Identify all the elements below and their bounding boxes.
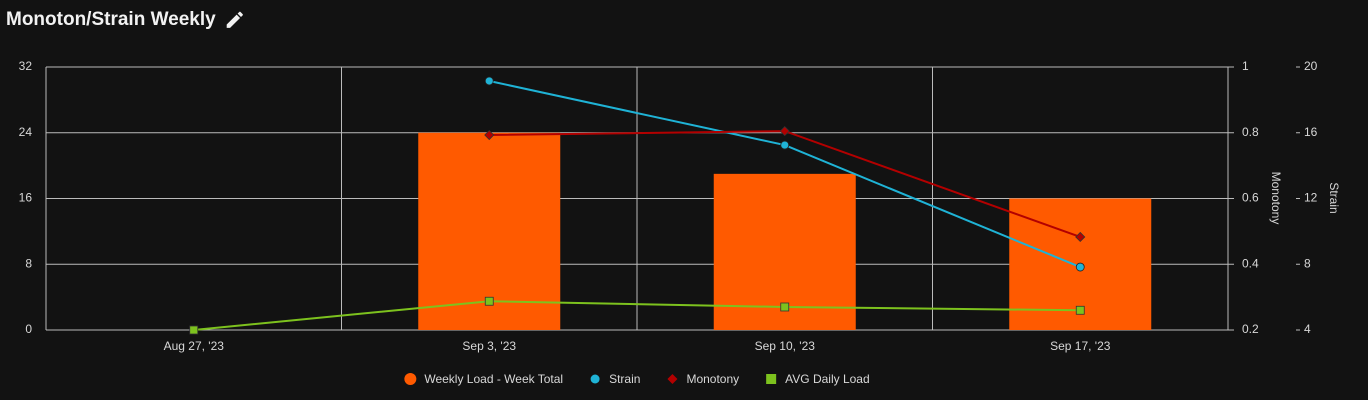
- legend-marker: [766, 374, 777, 384]
- point: [1075, 231, 1086, 243]
- legend-marker: [404, 373, 417, 385]
- line: [193, 300, 1081, 331]
- point: [189, 325, 199, 335]
- y-tick-label: 8: [25, 256, 32, 270]
- y2-tick-label: 0.2: [1242, 322, 1259, 336]
- point: [779, 126, 790, 137]
- y-tick-label: 16: [19, 191, 33, 205]
- x-tick-label: Aug 27, '23: [164, 339, 225, 353]
- legend: Weekly Load - Week Total Strain Monotony AV…: [404, 372, 870, 386]
- x-tick-label: Sep 10, '23: [755, 339, 816, 353]
- y2-tick-label: 0.8: [1242, 125, 1259, 139]
- y2-tick-label: 1: [1242, 59, 1249, 73]
- x-tick-label: Sep 3, '23: [462, 339, 516, 353]
- x-tick-label: Sep 17, '23: [1050, 339, 1111, 353]
- y3-tick-label: 12: [1304, 191, 1318, 205]
- point: [780, 140, 790, 150]
- legend-label: Strain: [609, 372, 640, 386]
- y-tick-label: 0: [25, 322, 32, 336]
- y-tick-label: 32: [19, 59, 33, 73]
- y3-tick-label: 20: [1304, 59, 1318, 73]
- y2-axis-title: Monotony: [1269, 172, 1283, 225]
- legend-marker: [590, 374, 600, 384]
- point: [1075, 305, 1085, 315]
- legend-label: AVG Daily Load: [785, 372, 870, 386]
- y3-tick-label: 4: [1304, 322, 1311, 336]
- y3-axis-title: Strain: [1327, 182, 1341, 213]
- legend-item[interactable]: AVG Daily Load: [766, 372, 870, 386]
- point: [1075, 262, 1085, 272]
- legend-item[interactable]: Monotony: [667, 372, 739, 386]
- edit-icon[interactable]: [226, 11, 243, 28]
- point: [484, 76, 494, 86]
- legend-item[interactable]: Weekly Load - Week Total: [404, 372, 563, 386]
- legend-label: Monotony: [686, 372, 739, 386]
- point: [484, 129, 495, 141]
- point: [780, 302, 790, 312]
- chart-title: Monoton/Strain Weekly: [6, 9, 216, 30]
- y2-tick-label: 0.4: [1242, 256, 1259, 270]
- y-tick-label: 24: [19, 125, 33, 139]
- legend-label: Weekly Load - Week Total: [424, 372, 563, 386]
- point: [484, 296, 494, 306]
- y3-tick-label: 8: [1304, 256, 1311, 270]
- legend-item[interactable]: Strain: [590, 372, 641, 386]
- y3-tick-label: 16: [1304, 125, 1318, 139]
- y2-tick-label: 0.6: [1242, 191, 1259, 205]
- legend-marker: [667, 374, 678, 384]
